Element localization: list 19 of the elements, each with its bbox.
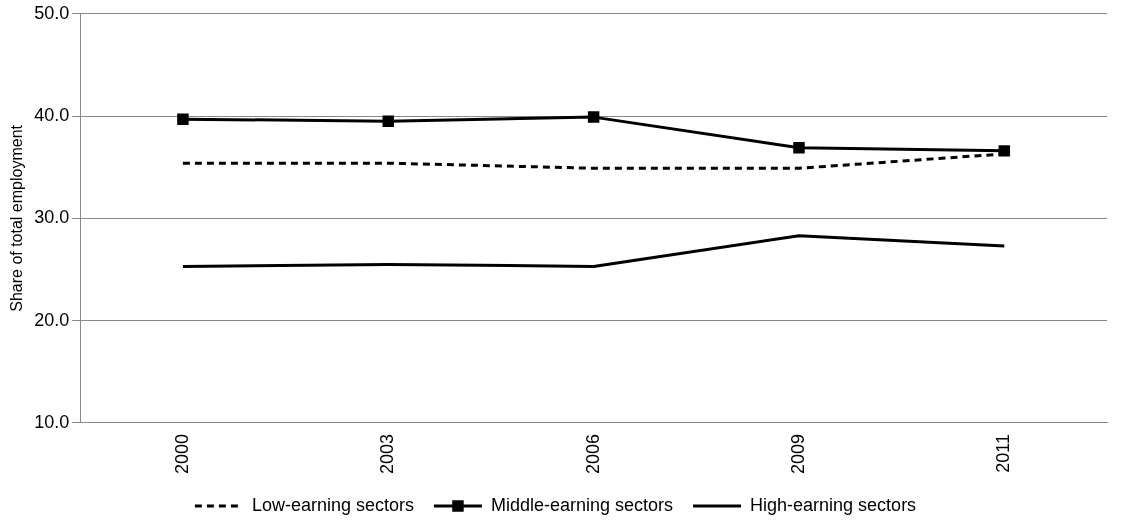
- y-axis-title: Share of total employment: [8, 124, 26, 312]
- y-tick-label: 10.0: [34, 411, 70, 432]
- legend-label: Low-earning sectors: [251, 494, 414, 515]
- y-tick-label: 30.0: [34, 207, 70, 228]
- point: [998, 145, 1011, 157]
- y-tick-label: 50.0: [34, 2, 70, 23]
- point: [177, 113, 189, 125]
- x-tick-label: 2011: [993, 433, 1014, 473]
- x-tick-label: 2003: [377, 433, 398, 474]
- point: [382, 115, 395, 127]
- point: [793, 142, 805, 154]
- x-tick-label: 2000: [171, 433, 192, 474]
- legend-label: High-earning sectors: [750, 494, 917, 515]
- x-tick-label: 2006: [582, 433, 603, 474]
- y-tick-label: 20.0: [34, 309, 70, 330]
- x-tick-label: 2009: [787, 433, 808, 474]
- legend-label: Middle-earning sectors: [490, 494, 674, 515]
- y-tick-label: 40.0: [34, 105, 70, 126]
- point: [587, 111, 600, 123]
